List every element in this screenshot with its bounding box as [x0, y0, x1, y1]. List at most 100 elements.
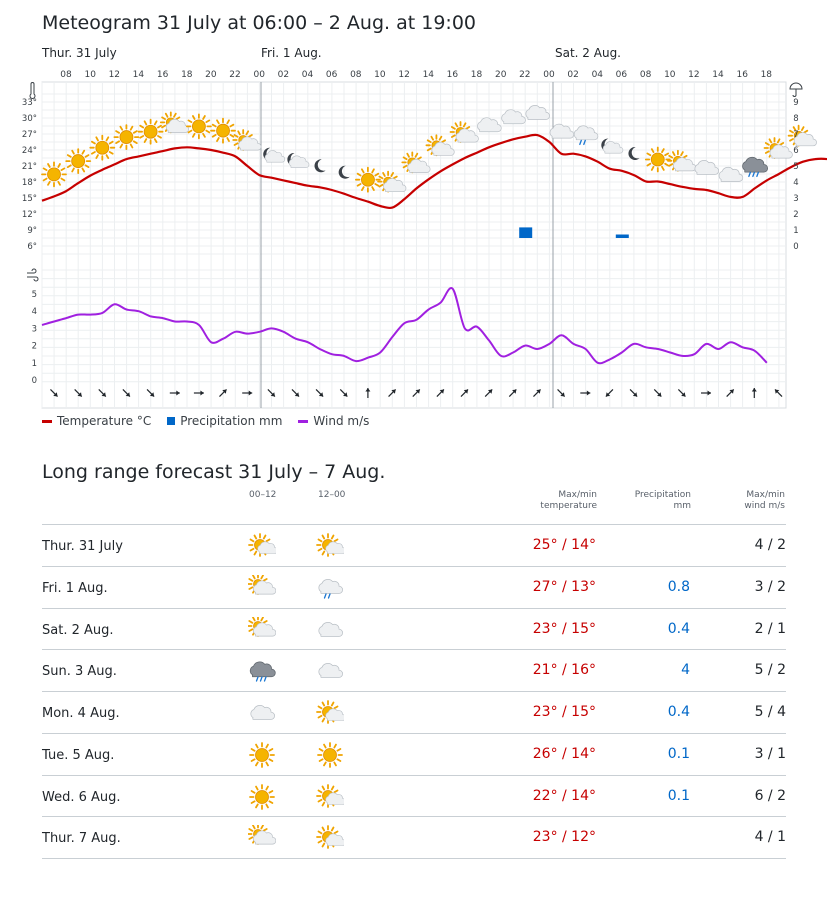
- wind-tick-label: 2: [32, 342, 37, 352]
- table-row[interactable]: Sun. 3 Aug. 21° / 16° 4 5 / 2: [42, 650, 786, 692]
- temperature-tick-label: 33°: [22, 98, 37, 108]
- col-header-temperature: Max/min temperature: [540, 490, 597, 512]
- wind-direction-arrow: [193, 390, 204, 396]
- rain-icon: [742, 156, 769, 178]
- hour-tick-label: 14: [423, 70, 435, 80]
- sun-icon: [65, 148, 92, 175]
- hour-tick-label: 20: [205, 70, 217, 80]
- arrow-head: [657, 392, 662, 397]
- arrow-head: [487, 389, 493, 394]
- temperature-tick-label: 6°: [27, 242, 37, 252]
- col-header-wind-line2: wind m/s: [744, 501, 785, 511]
- precipitation-tick-label: 2: [793, 210, 798, 220]
- hour-tick-label: 08: [60, 70, 72, 80]
- wind-direction-arrow: [242, 390, 253, 396]
- long-range-table: Thur. 31 July 25° / 14° 4 / 2 Fri. 1 Aug…: [42, 524, 786, 859]
- col-header-12-00: 12–00: [318, 490, 346, 500]
- wind-tick-label: 4: [32, 307, 37, 317]
- precipitation-tick-label: 9: [793, 98, 798, 108]
- wind-direction-arrow: [557, 389, 566, 397]
- day-label: Fri. 1 Aug.: [261, 46, 322, 60]
- temperature-swatch: [42, 419, 52, 423]
- temperature-line: [41, 133, 827, 210]
- rain-light-icon: [573, 125, 599, 146]
- wind-direction-arrow: [508, 389, 517, 397]
- table-row[interactable]: Sat. 2 Aug. 23° / 15° 0.4 2 / 1: [42, 609, 786, 651]
- arrow-head: [707, 390, 711, 396]
- arrow-head: [294, 392, 300, 397]
- hour-tick-label: 06: [616, 70, 628, 80]
- row-day: Sat. 2 Aug.: [42, 622, 114, 638]
- row-day: Wed. 6 Aug.: [42, 789, 121, 805]
- col-header-wind: Max/min wind m/s: [744, 490, 785, 512]
- hour-tick-label: 12: [688, 70, 699, 80]
- wind-direction-arrow: [122, 389, 131, 397]
- table-row[interactable]: Thur. 7 Aug. 23° / 12° 4 / 1: [42, 817, 786, 859]
- row-precipitation: 0.4: [667, 620, 690, 637]
- partly-cloudy-icon: [232, 129, 262, 151]
- row-wind: 5 / 4: [754, 704, 786, 720]
- sun-icon: [137, 118, 164, 145]
- hour-tick-label: 16: [447, 70, 459, 80]
- wind-direction-arrow: [339, 389, 348, 397]
- table-row[interactable]: Wed. 6 Aug. 22° / 14° 0.1 6 / 2: [42, 776, 786, 818]
- hour-tick-label: 08: [640, 70, 652, 80]
- hour-tick-label: 00: [543, 70, 555, 80]
- row-wind: 5 / 2: [754, 662, 786, 679]
- arrow-head: [248, 390, 253, 396]
- table-row[interactable]: Tue. 5 Aug. 26° / 14° 0.1 3 / 1: [42, 734, 786, 776]
- temperature-tick-label: 15°: [22, 194, 37, 204]
- precipitation-tick-label: 5: [793, 162, 798, 172]
- arrow-head: [343, 392, 348, 397]
- arrow-head: [681, 392, 686, 397]
- row-day: Thur. 31 July: [42, 539, 123, 554]
- legend-precipitation: Precipitation mm: [167, 414, 282, 428]
- moon-icon: [338, 165, 350, 179]
- day-label: Sat. 2 Aug.: [555, 46, 621, 60]
- temperature-tick-label: 9°: [27, 226, 37, 236]
- arrow-head: [415, 389, 420, 394]
- wind-direction-arrow: [605, 389, 614, 397]
- wind-icon: [27, 268, 39, 282]
- partly-sunny-icon: [316, 700, 346, 730]
- umbrella-icon: [789, 82, 803, 97]
- hour-tick-label: 22: [229, 70, 240, 80]
- hour-tick-label: 14: [133, 70, 145, 80]
- wind-direction-arrow: [315, 389, 324, 397]
- legend-wind: Wind m/s: [298, 414, 369, 428]
- wind-direction-arrow: [50, 389, 58, 397]
- partly-sunny-icon: [316, 533, 346, 563]
- precipitation-tick-label: 0: [793, 242, 798, 252]
- wind-swatch: [298, 419, 309, 423]
- table-row[interactable]: Fri. 1 Aug. 27° / 13° 0.8 3 / 2: [42, 567, 786, 609]
- precipitation-bar: [519, 227, 533, 238]
- sun-icon: [185, 113, 212, 140]
- hour-tick-label: 04: [302, 70, 314, 80]
- row-temperature: 27° / 13°: [532, 578, 596, 595]
- plot-area: [41, 81, 787, 409]
- wind-direction-arrow: [388, 389, 397, 397]
- partly-cloudy-icon: [159, 111, 189, 134]
- partly-cloudy-icon: [787, 124, 817, 147]
- row-precipitation: 4: [681, 662, 690, 679]
- row-precipitation: 0.1: [667, 745, 690, 762]
- table-row[interactable]: Mon. 4 Aug. 23° / 15° 0.4 5 / 4: [42, 692, 786, 734]
- partly-cloudy-icon: [449, 121, 479, 143]
- wind-tick-label: 1: [32, 359, 37, 369]
- hour-tick-label: 12: [109, 70, 120, 80]
- arrow-head: [439, 389, 444, 394]
- cloud-icon: [718, 166, 744, 182]
- arrow-head: [560, 392, 565, 397]
- wind-direction-arrow: [460, 389, 469, 397]
- sun-icon: [41, 161, 67, 188]
- arrow-head: [605, 392, 611, 397]
- col-header-wind-line1: Max/min: [746, 490, 785, 500]
- hour-tick-label: 18: [761, 70, 773, 80]
- row-precipitation: 0.4: [667, 704, 690, 720]
- rain-icon: [248, 658, 276, 688]
- row-wind: 3 / 2: [754, 578, 786, 595]
- moon-icon: [314, 159, 326, 173]
- partly-sunny-icon: [248, 533, 278, 563]
- row-temperature: 25° / 14°: [532, 537, 596, 553]
- table-row[interactable]: Thur. 31 July 25° / 14° 4 / 2: [42, 525, 786, 567]
